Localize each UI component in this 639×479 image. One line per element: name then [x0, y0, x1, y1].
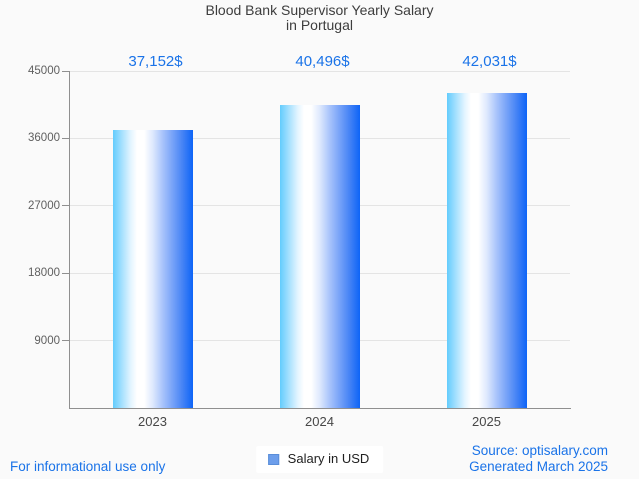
- gridline: [69, 70, 570, 72]
- x-axis-label: 2023: [138, 414, 167, 429]
- y-axis-label: 9000: [34, 334, 60, 347]
- generated-text: Generated March 2025: [469, 459, 608, 474]
- x-axis-label: 2025: [472, 414, 501, 429]
- y-axis-tick: [62, 70, 69, 72]
- y-axis-line: [69, 71, 70, 408]
- y-axis-label: 27000: [28, 199, 60, 212]
- y-axis-tick: [62, 137, 69, 139]
- y-axis-label: 36000: [28, 132, 60, 145]
- bar-2024: [279, 104, 360, 408]
- bar-value-label: 37,152$: [128, 53, 183, 70]
- legend-label: Salary in USD: [287, 451, 370, 466]
- legend-swatch-icon: [267, 453, 279, 465]
- disclaimer-text: For informational use only: [10, 459, 166, 474]
- bar-2025: [446, 93, 527, 408]
- chart-title-line1: Blood Bank Supervisor Yearly Salary: [205, 2, 434, 18]
- y-axis-tick: [62, 340, 69, 342]
- y-axis-tick: [62, 205, 69, 207]
- y-axis-label: 18000: [28, 267, 60, 280]
- chart-title-line2: in Portugal: [286, 17, 353, 33]
- y-axis-label: 45000: [28, 65, 60, 77]
- x-axis-label: 2024: [305, 414, 334, 429]
- chart-title: Blood Bank Supervisor Yearly Salary in P…: [0, 3, 639, 33]
- bar-value-label: 40,496$: [295, 53, 350, 70]
- source-block: Source: optisalary.com Generated March 2…: [469, 443, 608, 475]
- x-axis-line: [69, 408, 571, 409]
- legend-item[interactable]: Salary in USD: [255, 446, 384, 473]
- y-axis-tick: [62, 272, 69, 274]
- source-link[interactable]: Source: optisalary.com: [471, 443, 608, 458]
- bar-value-label: 42,031$: [462, 53, 517, 70]
- bar-2023: [112, 129, 193, 408]
